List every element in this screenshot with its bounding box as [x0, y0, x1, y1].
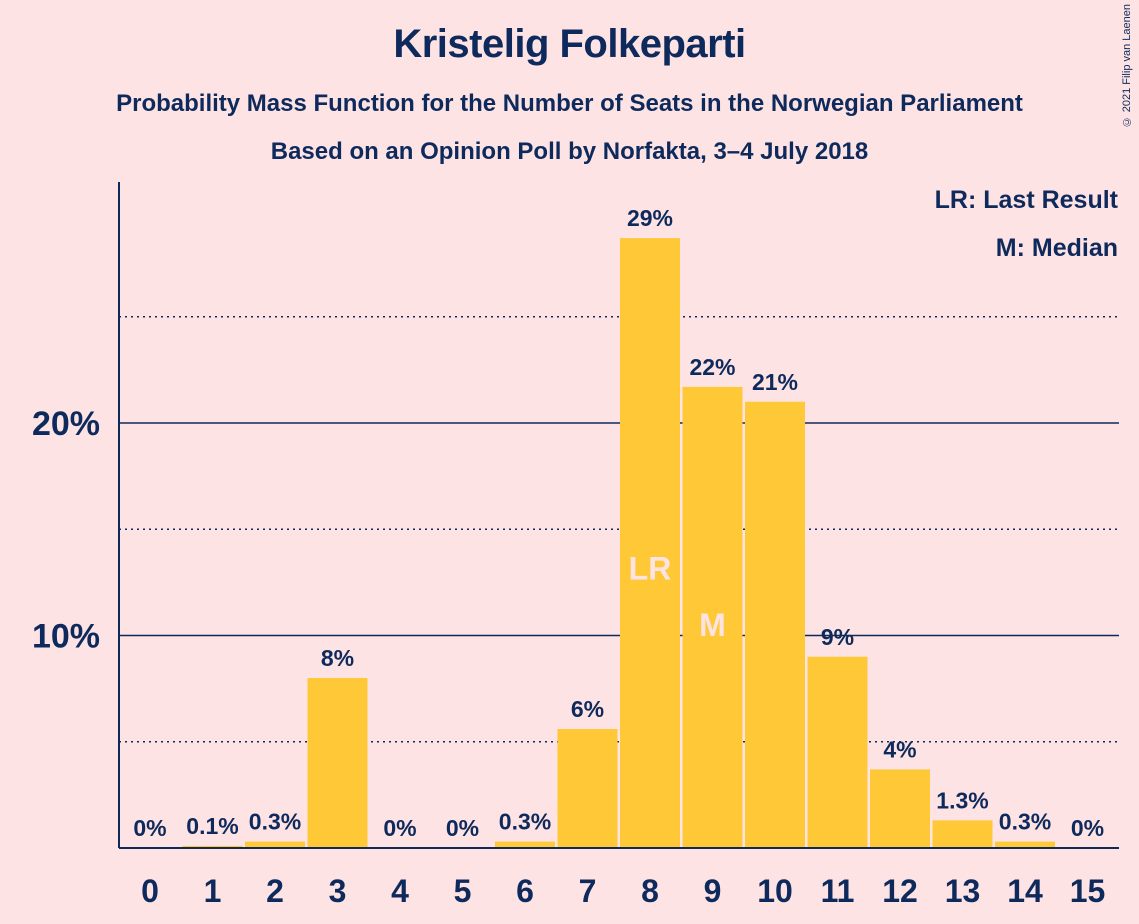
data-label-0: 0%	[133, 815, 166, 841]
x-tick-13: 13	[945, 873, 981, 909]
legend-last-result: LR: Last Result	[935, 186, 1118, 215]
x-tick-1: 1	[204, 873, 222, 909]
x-tick-0: 0	[141, 873, 159, 909]
bar-11	[808, 657, 868, 848]
data-label-8: 29%	[627, 205, 673, 231]
x-tick-15: 15	[1070, 873, 1106, 909]
x-tick-8: 8	[641, 873, 659, 909]
bar-8	[620, 238, 680, 848]
data-label-2: 0.3%	[249, 809, 301, 835]
bar-7	[558, 729, 618, 848]
x-tick-10: 10	[757, 873, 793, 909]
data-label-6: 0.3%	[499, 809, 551, 835]
data-label-3: 8%	[321, 645, 354, 671]
bar-13	[933, 820, 993, 848]
marker-m: M	[699, 607, 726, 643]
data-label-10: 21%	[752, 369, 798, 395]
y-tick-10: 10%	[32, 618, 100, 656]
x-tick-12: 12	[882, 873, 918, 909]
data-label-1: 0.1%	[186, 813, 238, 839]
data-label-11: 9%	[821, 624, 854, 650]
data-label-9: 22%	[689, 354, 735, 380]
data-label-14: 0.3%	[999, 809, 1051, 835]
y-tick-20: 20%	[32, 405, 100, 443]
data-label-7: 6%	[571, 696, 604, 722]
x-tick-2: 2	[266, 873, 284, 909]
x-tick-14: 14	[1007, 873, 1043, 909]
data-label-15: 0%	[1071, 815, 1104, 841]
bar-3	[308, 678, 368, 848]
x-tick-4: 4	[391, 873, 409, 909]
x-tick-9: 9	[704, 873, 722, 909]
marker-lr: LR	[629, 551, 672, 587]
x-tick-7: 7	[579, 873, 597, 909]
bar-10	[745, 402, 805, 848]
x-tick-3: 3	[329, 873, 347, 909]
data-label-13: 1.3%	[936, 787, 988, 813]
x-tick-11: 11	[821, 873, 855, 909]
data-label-4: 0%	[383, 815, 416, 841]
legend-median: M: Median	[996, 234, 1118, 263]
data-label-5: 0%	[446, 815, 479, 841]
bar-12	[870, 769, 930, 848]
data-label-12: 4%	[883, 736, 916, 762]
x-tick-5: 5	[454, 873, 472, 909]
x-tick-6: 6	[516, 873, 534, 909]
